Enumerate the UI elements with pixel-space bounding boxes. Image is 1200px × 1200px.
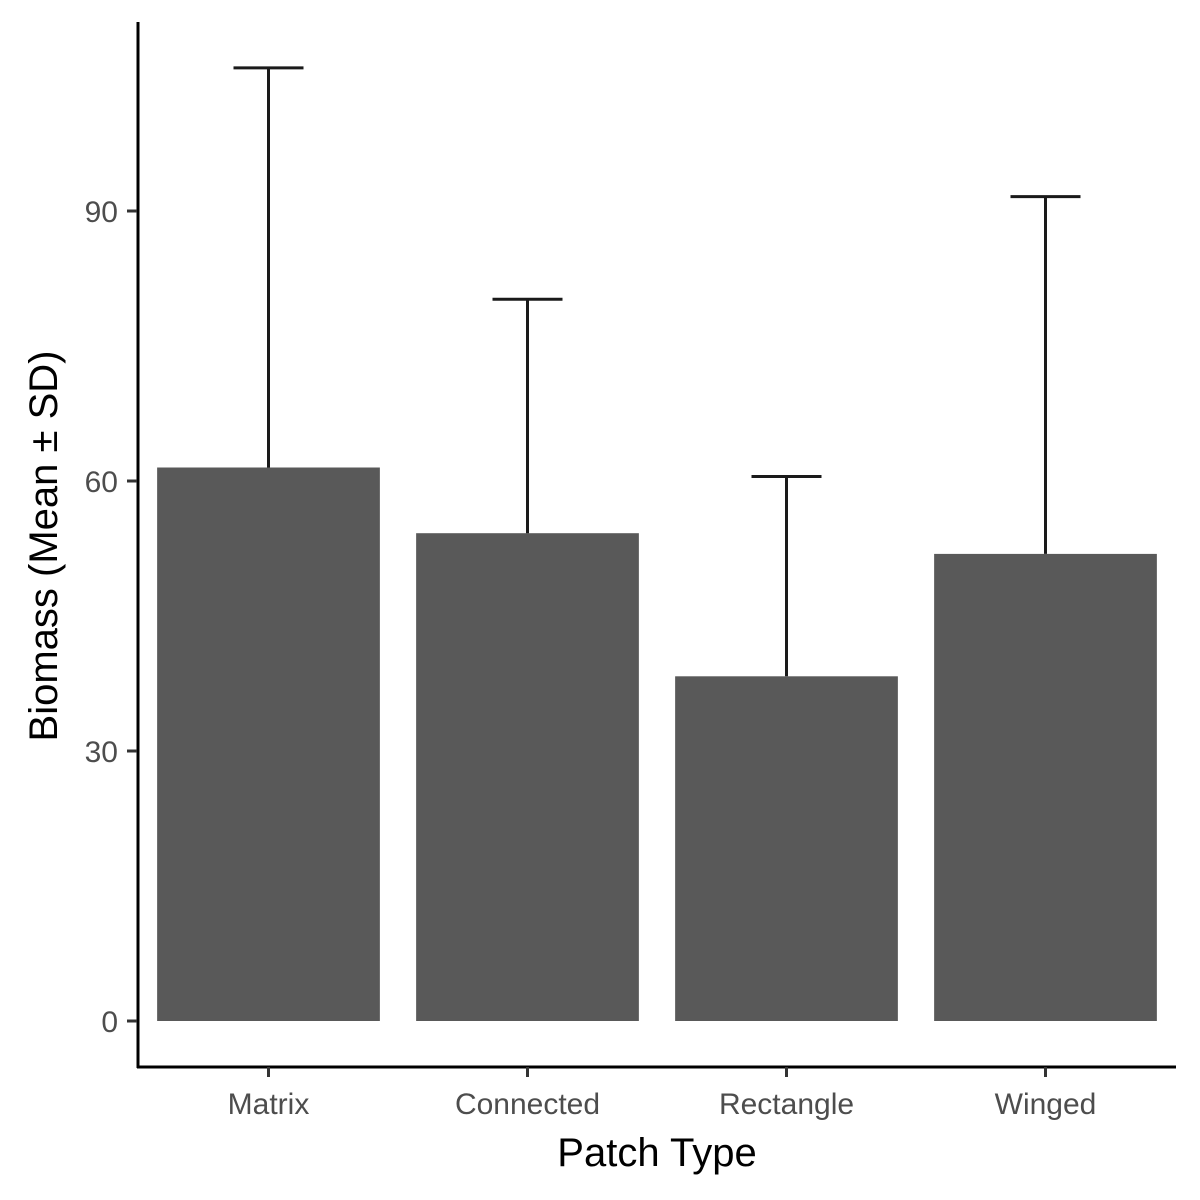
error-bar-rectangle	[751, 475, 822, 677]
bar-winged	[934, 553, 1157, 1021]
bar-connected	[416, 533, 639, 1021]
x-tick-label: Matrix	[228, 1088, 310, 1121]
y-tick-label: 90	[85, 196, 118, 229]
x-axis-title: Patch Type	[557, 1131, 756, 1175]
error-bars-layer	[233, 66, 1081, 677]
bar-rectangle	[675, 676, 898, 1021]
x-ticks-layer: Matrix Connected Rectangle Winged	[228, 1067, 1097, 1121]
y-tick-label: 0	[101, 1006, 118, 1039]
x-tick-label: Winged	[995, 1088, 1097, 1121]
axes-layer	[136, 22, 1176, 1069]
y-ticks-layer: 0 30 60 90	[85, 196, 137, 1039]
y-tick-label: 60	[85, 466, 118, 499]
bar-matrix	[157, 467, 380, 1021]
bars-layer	[157, 467, 1157, 1021]
x-tick-label: Connected	[455, 1088, 600, 1121]
error-bar-winged	[1010, 195, 1081, 554]
error-bar-matrix	[233, 66, 304, 468]
y-tick-label: 30	[85, 736, 118, 769]
y-axis-title: Biomass (Mean ± SD)	[22, 351, 66, 742]
x-tick-label: Rectangle	[719, 1088, 854, 1121]
error-bar-connected	[492, 297, 563, 534]
